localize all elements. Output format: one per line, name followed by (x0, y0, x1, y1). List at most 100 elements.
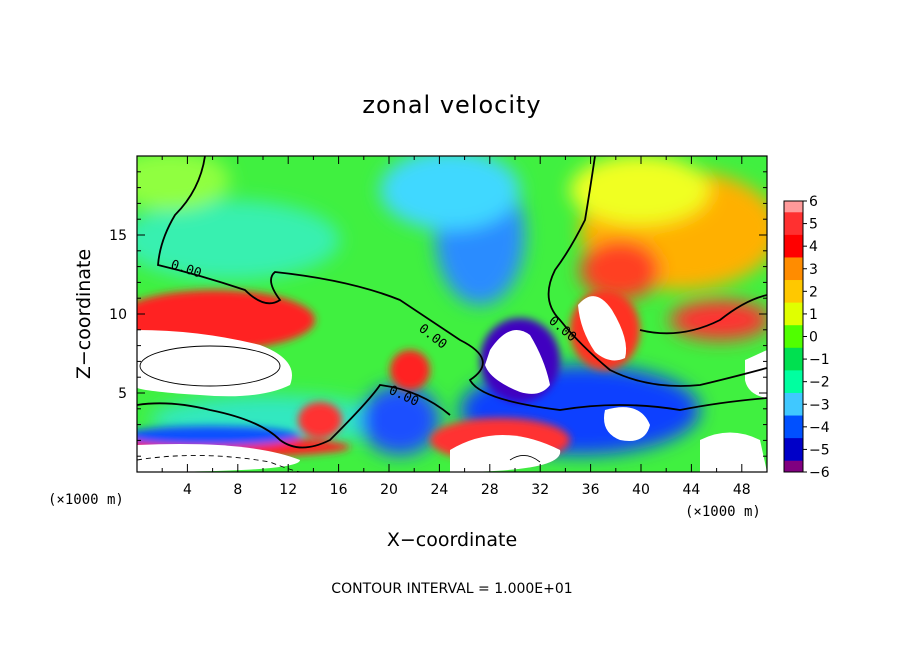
colorbar-swatch (784, 201, 803, 208)
colorbar-tick-label: 5 (809, 217, 818, 233)
colorbar-swatch (784, 308, 803, 315)
field-red-right (580, 240, 660, 300)
y-tick-label: 5 (118, 386, 127, 402)
colorbar-swatch (784, 426, 803, 433)
x-axis-ticks: 4 8 12 16 20 24 28 32 36 40 44 48 (161, 156, 751, 498)
x-tick-label: 32 (531, 482, 549, 498)
contour-zero-left (157, 156, 767, 411)
colorbar-swatch (784, 268, 803, 275)
x-unit-label-right: (×1000 m) (685, 504, 761, 520)
colorbar-swatch (784, 212, 803, 219)
colorbar-swatch (784, 285, 803, 292)
colorbar-swatch (784, 234, 803, 242)
colorbar-swatch (784, 347, 803, 354)
colorbar: 6 5 4 3 2 1 0 −1 −2 −3 −4 −5 −6 (783, 194, 830, 481)
colorbar-swatch (784, 415, 803, 422)
contour-lines (137, 156, 767, 449)
colorbar-tick-label: −3 (809, 397, 830, 413)
contour-zero-right (547, 156, 767, 387)
field-cyan-upper (380, 156, 520, 230)
field-blue-band-bottom (137, 426, 300, 446)
colorbar-tick-label: 6 (809, 194, 818, 210)
colorbar-swatch (784, 449, 803, 456)
colorbar-swatch (784, 466, 803, 473)
white-region-right (578, 296, 627, 361)
colorbar-swatch (784, 342, 803, 349)
field-red-spot2 (298, 402, 342, 438)
colorbar-swatch (784, 206, 803, 213)
white-region-mid (485, 330, 550, 394)
field-red-spot (390, 350, 430, 390)
contour-inner-left (139, 345, 281, 387)
colorbar-swatch (784, 296, 803, 304)
colorbar-swatch (784, 229, 803, 236)
colorbar-swatch (784, 263, 803, 270)
y-tick-label: 10 (109, 307, 127, 323)
colorbar-tick-label: −6 (809, 465, 830, 481)
colorbar-swatch (784, 223, 803, 230)
x-tick-label: 16 (330, 482, 348, 498)
white-region-bottom-right (700, 432, 767, 472)
colorbar-swatch (784, 455, 803, 462)
colorbar-swatch (784, 325, 803, 332)
y-tick-label: 15 (109, 228, 127, 244)
colorbar-swatch (784, 246, 803, 253)
y-axis-label: Z−coordinate (73, 249, 95, 379)
colorbar-swatch (784, 460, 803, 467)
chart-title: zonal velocity (362, 91, 541, 119)
colorbar-swatch (784, 398, 803, 405)
colorbar-swatch (784, 280, 803, 287)
colorbar-swatch (784, 313, 803, 321)
colorbar-swatch (784, 392, 803, 400)
colorbar-swatch (784, 438, 803, 445)
colorbar-tick-label: 1 (809, 307, 818, 323)
field-yellow-upperright (570, 156, 710, 225)
white-region-left (137, 330, 292, 397)
colorbar-tick-label: 0 (809, 330, 818, 346)
heatmap-field (137, 156, 767, 472)
contour-interval-text: CONTOUR INTERVAL = 1.000E+01 (331, 581, 572, 597)
x-tick-label: 8 (233, 482, 242, 498)
x-tick-label: 40 (632, 482, 650, 498)
colorbar-tick-label: −4 (809, 420, 830, 436)
contour-dashed-bottom (137, 455, 301, 472)
x-tick-label: 44 (682, 482, 700, 498)
contour-zero-upperright (639, 294, 767, 335)
colorbar-swatch (784, 443, 803, 450)
colorbar-swatch (784, 330, 803, 337)
colorbar-swatch (784, 353, 803, 360)
colorbar-swatch (784, 319, 803, 326)
colorbar-swatch (784, 251, 803, 258)
colorbar-swatch (784, 217, 803, 225)
colorbar-swatch (784, 376, 803, 383)
x-tick-label: 28 (481, 482, 499, 498)
y-axis-ticks: 5 10 15 (109, 171, 767, 457)
contour-lines-thin (137, 345, 541, 472)
colorbar-swatch (784, 274, 803, 281)
x-tick-label: 24 (430, 482, 448, 498)
x-tick-label: 48 (733, 482, 751, 498)
white-region-lowright (604, 407, 650, 441)
x-tick-label: 4 (183, 482, 192, 498)
field-blue-low (360, 385, 440, 455)
contour-zero-mid (137, 384, 451, 449)
field-cyan-left (137, 200, 340, 280)
white-region-bottom-left (137, 444, 300, 472)
colorbar-swatch (784, 364, 803, 371)
white-region-bottom-mid (450, 435, 561, 472)
colorbar-swatch (784, 381, 803, 388)
x-unit-label-left: (×1000 m) (48, 492, 124, 508)
contour-inner-bottom-mid (509, 455, 541, 463)
colorbar-swatch (784, 291, 803, 298)
x-axis-label: X−coordinate (387, 529, 517, 551)
colorbar-swatch (784, 370, 803, 377)
colorbar-tick-label: −1 (809, 352, 830, 368)
colorbar-tick-label: −2 (809, 375, 830, 391)
colorbar-swatch (784, 432, 803, 439)
colorbar-swatch (784, 336, 803, 343)
colorbar-swatch (784, 421, 803, 428)
colorbar-tick-label: 3 (809, 262, 818, 278)
x-tick-label: 36 (582, 482, 600, 498)
colorbar-swatch (784, 409, 803, 417)
